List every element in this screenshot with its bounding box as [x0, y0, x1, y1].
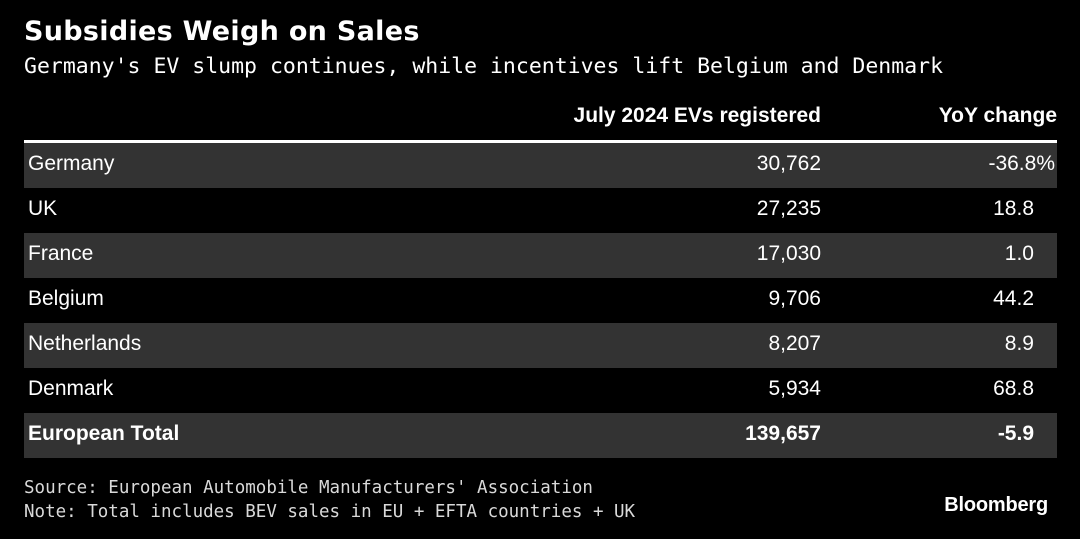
registered-cell: 17,030 [756, 242, 821, 265]
country-cell: Netherlands [28, 332, 142, 355]
column-header-yoy: YoY change [938, 104, 1057, 127]
country-cell: UK [28, 197, 58, 220]
registered-cell: 5,934 [768, 377, 821, 400]
country-cell: Germany [28, 152, 115, 175]
table-body: Germany 30,762 -36.8% UK 27,235 18.8 France 17,… [24, 143, 1057, 458]
chart-title: Subsidies Weigh on Sales [24, 16, 420, 47]
registered-cell: 9,706 [768, 287, 821, 310]
table-row: France 17,030 1.0 [24, 233, 1057, 278]
table-header: July 2024 EVs registered YoY change [24, 94, 1057, 140]
yoy-cell: 44.2 [993, 287, 1034, 310]
yoy-cell: 18.8 [993, 197, 1034, 220]
yoy-cell: 8.9 [1004, 332, 1034, 355]
registered-cell: 139,657 [745, 422, 821, 445]
source-note: Source: European Automobile Manufacturer… [24, 478, 593, 498]
yoy-cell: -36.8% [988, 152, 1055, 175]
table-row: Germany 30,762 -36.8% [24, 143, 1057, 188]
yoy-cell: -5.9 [997, 422, 1034, 445]
yoy-cell: 1.0 [1004, 242, 1034, 265]
country-cell: European Total [28, 422, 180, 445]
registered-cell: 8,207 [768, 332, 821, 355]
column-header-registered: July 2024 EVs registered [573, 104, 821, 127]
country-cell: Belgium [28, 287, 104, 310]
total-row: European Total 139,657 -5.9 [24, 413, 1057, 458]
table-row: UK 27,235 18.8 [24, 188, 1057, 233]
total-note: Note: Total includes BEV sales in EU + E… [24, 502, 636, 522]
registered-cell: 27,235 [756, 197, 821, 220]
table-row: Netherlands 8,207 8.9 [24, 323, 1057, 368]
chart-footer: Source: European Automobile Manufacturer… [24, 476, 635, 524]
header-rule [24, 140, 1057, 143]
data-table: July 2024 EVs registered YoY change Germ… [24, 94, 1057, 458]
bloomberg-logo: Bloomberg [944, 494, 1048, 516]
table-row: Belgium 9,706 44.2 [24, 278, 1057, 323]
yoy-cell: 68.8 [993, 377, 1034, 400]
country-cell: Denmark [28, 377, 114, 400]
table-row: Denmark 5,934 68.8 [24, 368, 1057, 413]
country-cell: France [28, 242, 94, 265]
registered-cell: 30,762 [756, 152, 821, 175]
chart-subtitle: Germany's EV slump continues, while ince… [24, 54, 944, 79]
